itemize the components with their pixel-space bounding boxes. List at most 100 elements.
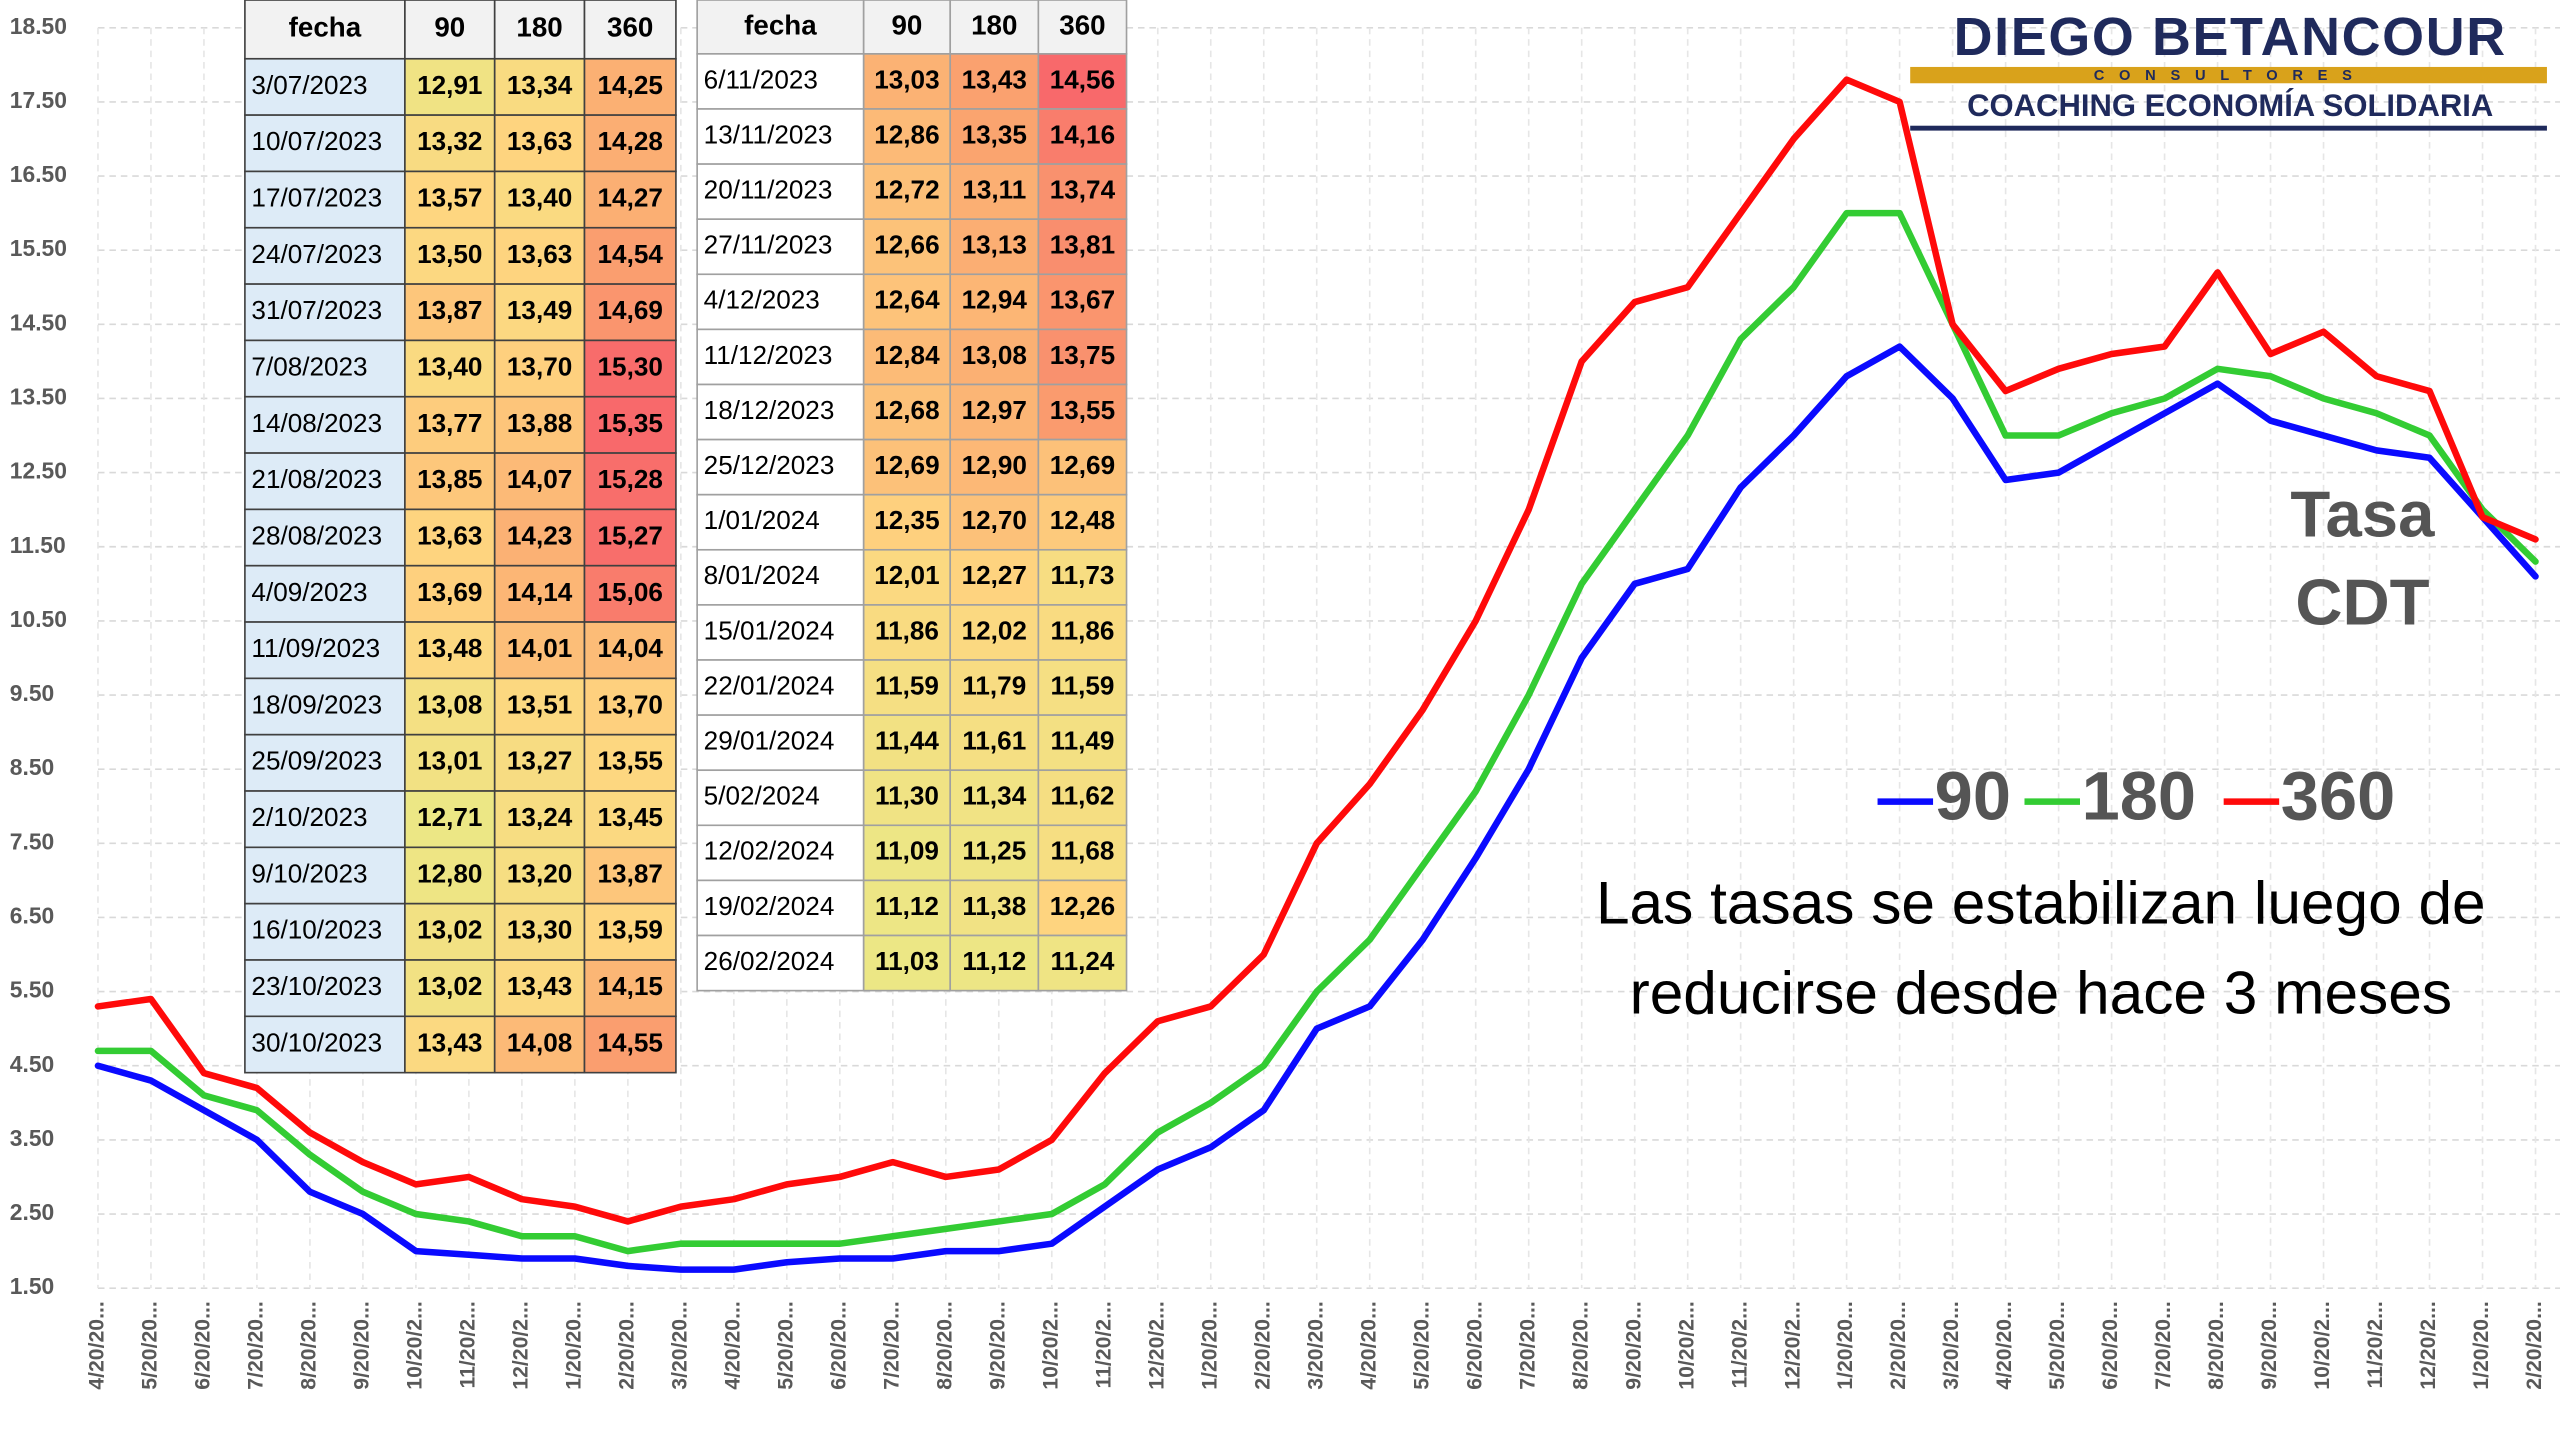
x-tick-label: 10/20/2... xyxy=(1039,1301,1062,1389)
rate-cell: 14,15 xyxy=(598,971,663,1001)
rate-cell: 14,08 xyxy=(507,1027,572,1057)
cell xyxy=(244,959,406,1018)
rate-cell: 14,69 xyxy=(598,295,663,325)
rate-cell: 15,06 xyxy=(598,577,663,607)
rate-cell: 12,90 xyxy=(962,450,1027,480)
tables: fecha 90 180 360 3/07/2023 12,91 13,34 14,25 10/… xyxy=(244,0,1128,1074)
date-cell: 21/08/2023 xyxy=(251,464,382,494)
x-tick-label: 7/20/20... xyxy=(1516,1301,1539,1389)
date-cell: 11/12/2023 xyxy=(704,340,833,370)
y-tick-label: 17.50 xyxy=(10,87,67,113)
cell xyxy=(244,564,406,623)
cell xyxy=(583,790,677,849)
rate-cell: 14,55 xyxy=(598,1027,663,1057)
x-tick-label: 1/20/20... xyxy=(2470,1301,2493,1389)
rate-cell: 13,55 xyxy=(1050,395,1115,425)
y-tick-label: 14.50 xyxy=(10,309,67,335)
rate-cell: 12,80 xyxy=(417,858,482,888)
x-tick-label: 10/20/2... xyxy=(404,1301,427,1389)
rate-cell: 13,08 xyxy=(962,340,1027,370)
rate-cell: 13,43 xyxy=(417,1027,482,1057)
rate-cell: 13,50 xyxy=(417,239,482,269)
logo-name: DIEGO BETANCOUR xyxy=(1954,7,2507,67)
rate-cell: 13,43 xyxy=(507,971,572,1001)
date-cell: 4/12/2023 xyxy=(704,285,820,315)
cell xyxy=(583,902,677,961)
legend-label: 180 xyxy=(2082,758,2196,835)
date-cell: 6/11/2023 xyxy=(704,64,818,94)
rate-cell: 12,02 xyxy=(962,615,1027,645)
x-tick-label: 3/20/20... xyxy=(1940,1301,1963,1389)
x-tick-label: 12/20/2... xyxy=(2417,1301,2440,1389)
cell xyxy=(949,604,1040,661)
rate-cell: 13,45 xyxy=(598,802,663,832)
x-tick-label: 5/20/20... xyxy=(139,1301,162,1389)
date-cell: 20/11/2023 xyxy=(704,175,833,205)
rate-cell: 13,67 xyxy=(1050,285,1115,315)
cell xyxy=(244,283,406,342)
rate-cell: 15,30 xyxy=(598,351,663,381)
cell xyxy=(244,170,406,229)
cell xyxy=(583,508,677,567)
rate-cell: 11,12 xyxy=(962,946,1026,976)
cell xyxy=(949,659,1040,716)
cell xyxy=(583,339,677,398)
rate-cell: 15,27 xyxy=(598,520,663,550)
cell xyxy=(862,218,952,276)
x-tick-label: 10/20/2... xyxy=(1675,1301,1698,1389)
rate-cell: 14,54 xyxy=(598,239,664,269)
cell xyxy=(949,163,1040,220)
cell xyxy=(404,170,496,229)
annotation: CDT xyxy=(2295,566,2429,639)
y-tick-label: 1.50 xyxy=(10,1273,54,1299)
cell xyxy=(949,769,1040,827)
rate-cell: 13,08 xyxy=(417,689,482,719)
rate-cell: 11,34 xyxy=(962,781,1026,811)
cell xyxy=(862,548,952,606)
y-tick-label: 9.50 xyxy=(10,680,54,706)
x-tick-label: 10/20/2... xyxy=(2311,1301,2334,1389)
date-cell: 10/07/2023 xyxy=(251,126,382,156)
rate-cell: 12,69 xyxy=(1050,450,1115,480)
rate-cell: 13,49 xyxy=(507,295,572,325)
x-tick-label: 2/20/20... xyxy=(1251,1301,1274,1389)
header-label: fecha xyxy=(289,12,362,43)
cell xyxy=(949,218,1040,276)
rate-cell: 14,27 xyxy=(598,182,663,212)
cell xyxy=(583,226,677,285)
rate-cell: 13,34 xyxy=(507,70,573,100)
x-tick-label: 7/20/20... xyxy=(2152,1301,2175,1389)
date-cell: 22/01/2024 xyxy=(704,670,835,700)
cell xyxy=(949,273,1040,331)
x-tick-label: 11/20/2... xyxy=(1092,1301,1115,1388)
x-tick-label: 11/20/2... xyxy=(1728,1301,1751,1388)
cell xyxy=(949,934,1040,992)
cell xyxy=(404,1015,496,1074)
plot xyxy=(94,76,2539,1273)
x-tick-label: 6/20/20... xyxy=(2099,1301,2122,1389)
rate-cell: 11,73 xyxy=(1050,560,1114,590)
x-tick-label: 9/20/20... xyxy=(986,1301,1009,1389)
rate-cell: 14,28 xyxy=(598,126,663,156)
header-label: 180 xyxy=(971,9,1017,40)
rate-cell: 13,32 xyxy=(417,126,482,156)
rate-cell: 11,68 xyxy=(1050,836,1114,866)
logo-rule xyxy=(1910,125,2547,131)
cell xyxy=(244,226,406,285)
rate-cell: 12,94 xyxy=(962,285,1028,315)
x-tick-label: 9/20/20... xyxy=(1622,1301,1645,1389)
date-cell: 7/08/2023 xyxy=(251,351,367,381)
rate-cell: 13,70 xyxy=(507,351,572,381)
cell xyxy=(1037,879,1128,937)
x-tick-label: 6/20/20... xyxy=(192,1301,215,1389)
date-cell: 28/08/2023 xyxy=(251,520,382,550)
rate-cell: 14,25 xyxy=(598,70,663,100)
note: reducirse desde hace 3 meses xyxy=(1630,959,2452,1027)
cell xyxy=(404,452,496,511)
x-tick-label: 5/20/20... xyxy=(1410,1301,1433,1389)
cell xyxy=(949,714,1040,772)
date-cell: 24/07/2023 xyxy=(251,239,382,269)
rate-cell: 12,01 xyxy=(874,560,939,590)
rate-cell: 11,24 xyxy=(1050,946,1114,976)
legend-label: 90 xyxy=(1935,758,2011,835)
